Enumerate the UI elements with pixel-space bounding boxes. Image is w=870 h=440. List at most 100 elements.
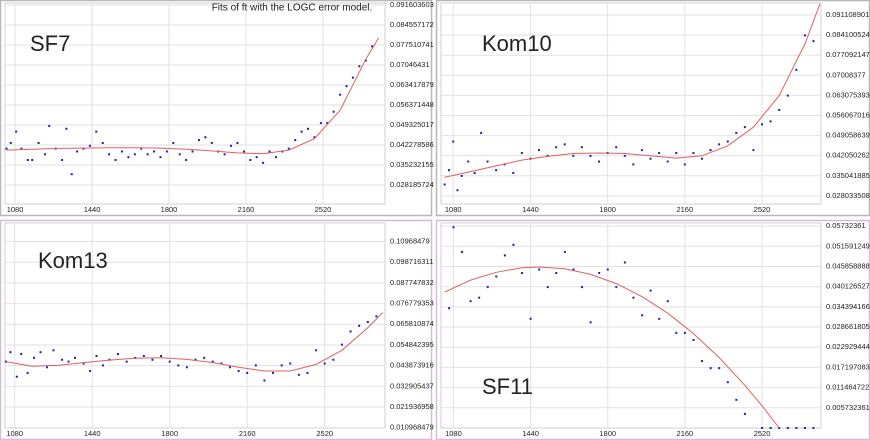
data-point [778, 108, 781, 111]
data-point [20, 147, 23, 150]
data-point [48, 124, 51, 127]
data-point [89, 370, 92, 373]
x-tick-label: 1080 [7, 205, 24, 214]
data-point [349, 330, 352, 333]
panel-label: SF11 [482, 374, 533, 399]
data-point [467, 160, 470, 163]
data-point [88, 144, 91, 147]
data-point [735, 398, 738, 401]
data-point [280, 364, 283, 367]
data-point [581, 286, 584, 289]
data-point [761, 123, 764, 126]
y-tick-label: 0.011464722 [826, 383, 869, 392]
data-point [512, 172, 515, 175]
plot-area [440, 222, 822, 429]
data-point [606, 268, 609, 271]
data-point [151, 358, 154, 361]
x-tick-label: 2160 [677, 429, 694, 438]
y-tick-label: 0.084557172 [390, 20, 434, 29]
y-tick-label: 0.077510741 [390, 40, 434, 49]
data-point [675, 151, 678, 154]
data-point [752, 149, 755, 152]
data-point [230, 144, 233, 147]
data-point [65, 127, 68, 130]
data-point [203, 356, 206, 359]
data-point [692, 151, 695, 154]
x-tick-label: 1800 [599, 429, 616, 438]
data-point [33, 356, 36, 359]
data-point [297, 373, 300, 376]
fit-line [6, 37, 380, 155]
data-point [133, 153, 136, 156]
data-point [623, 154, 626, 157]
y-tick-label: 0.056371448 [390, 100, 434, 109]
data-point [735, 131, 738, 134]
data-point [177, 364, 180, 367]
data-point [26, 158, 29, 161]
data-point [262, 161, 265, 164]
panel-label: Kom10 [482, 31, 552, 56]
data-point [160, 354, 163, 357]
data-point [165, 150, 168, 153]
data-point [140, 147, 143, 150]
data-point [495, 169, 498, 172]
data-point [769, 120, 772, 123]
data-point [210, 141, 213, 144]
y-tick-label: 0.021936958 [390, 402, 434, 411]
data-point [615, 146, 618, 149]
fit-line [6, 312, 384, 372]
data-point [197, 139, 200, 142]
x-tick-label: 2520 [316, 429, 333, 438]
data-point [95, 354, 98, 357]
data-point [82, 147, 85, 150]
data-point [632, 163, 635, 166]
data-point [701, 360, 704, 363]
data-point [101, 141, 104, 144]
data-point [632, 296, 635, 299]
data-point [546, 154, 549, 157]
data-point [15, 375, 18, 378]
data-point [9, 141, 12, 144]
data-point [204, 136, 207, 139]
data-point [447, 169, 450, 172]
data-point [274, 156, 277, 159]
y-tick-label: 0.028033508 [826, 191, 870, 200]
data-point [9, 351, 12, 354]
data-point [272, 371, 275, 374]
y-tick-label: 0.017197083 [826, 362, 870, 371]
x-tick-label: 1080 [6, 429, 23, 438]
data-point [43, 153, 46, 156]
panel-label: Kom13 [38, 248, 108, 273]
data-point [649, 157, 652, 160]
data-point [52, 349, 55, 352]
x-tick-label: 1800 [161, 429, 178, 438]
data-point [743, 126, 746, 129]
data-point [37, 141, 40, 144]
data-point [70, 173, 73, 176]
plot-area [440, 2, 822, 205]
data-point [546, 286, 549, 289]
data-point [45, 366, 48, 369]
y-tick-label: 0.035041885 [826, 171, 870, 180]
data-point [61, 158, 64, 161]
data-point [20, 353, 23, 356]
data-point [452, 226, 455, 229]
x-tick-label: 1800 [599, 205, 616, 214]
data-point [538, 268, 541, 271]
y-tick-label: 0.010968479 [390, 423, 434, 432]
data-point [237, 370, 240, 373]
y-tick-label: 0.084100524 [826, 30, 870, 39]
data-point [726, 381, 729, 384]
data-point [61, 358, 64, 361]
data-point [456, 189, 459, 192]
data-point [313, 136, 316, 139]
data-point [340, 343, 343, 346]
data-point [469, 300, 472, 303]
y-tick-label: 0.034394166 [826, 302, 870, 311]
data-point [15, 130, 18, 133]
data-point [220, 362, 223, 365]
data-point [649, 289, 652, 292]
data-point [364, 59, 367, 62]
y-tick-label: 0.065810874 [390, 319, 434, 328]
